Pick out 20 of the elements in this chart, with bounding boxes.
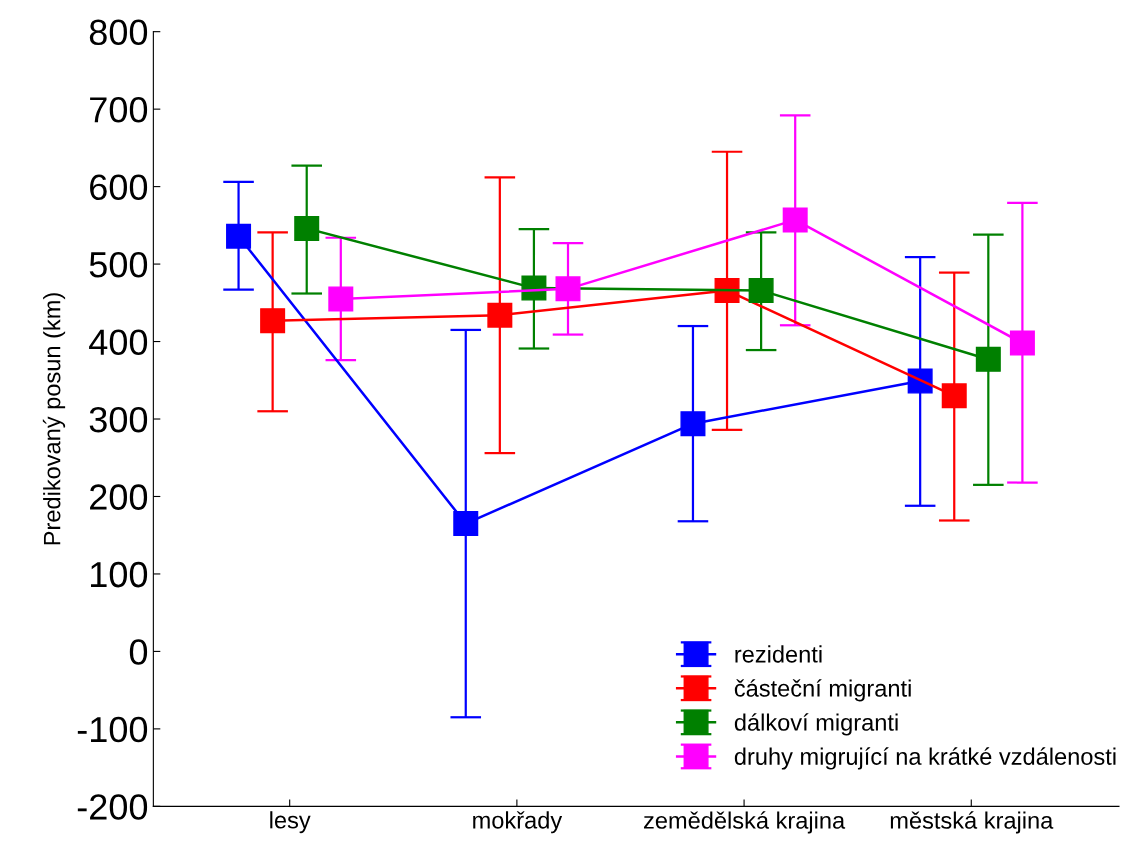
y-tick-label: 100 (91, 561, 148, 588)
legend-label: částeční migranti (734, 679, 911, 702)
y-tick-label: 300 (89, 406, 148, 433)
y-tick-label: 700 (90, 97, 148, 123)
y-tick-label: 800 (89, 19, 148, 46)
y-tick-label: 400 (89, 329, 148, 355)
legend-label: rezidenti (735, 645, 822, 663)
y-tick-label: 500 (89, 251, 148, 278)
legend-label: dálkoví migranti (734, 713, 898, 736)
x-tick-label: zemědělská krajina (643, 811, 846, 834)
y-tick-label: 200 (90, 484, 148, 510)
x-tick-label: městská krajina (890, 811, 1054, 834)
y-axis-title: Predikovaný posun (km) (42, 293, 66, 545)
y-tick-label: 0 (129, 639, 148, 665)
x-tick-label: lesy (270, 811, 311, 834)
y-tick-label: 600 (90, 174, 148, 201)
y-tick-label: -200 (77, 794, 148, 820)
legend-label: druhy migrující na krátké vzdálenosti (734, 747, 1116, 770)
y-tick-label: -100 (77, 716, 148, 743)
x-tick-label: mokřady (473, 811, 563, 834)
